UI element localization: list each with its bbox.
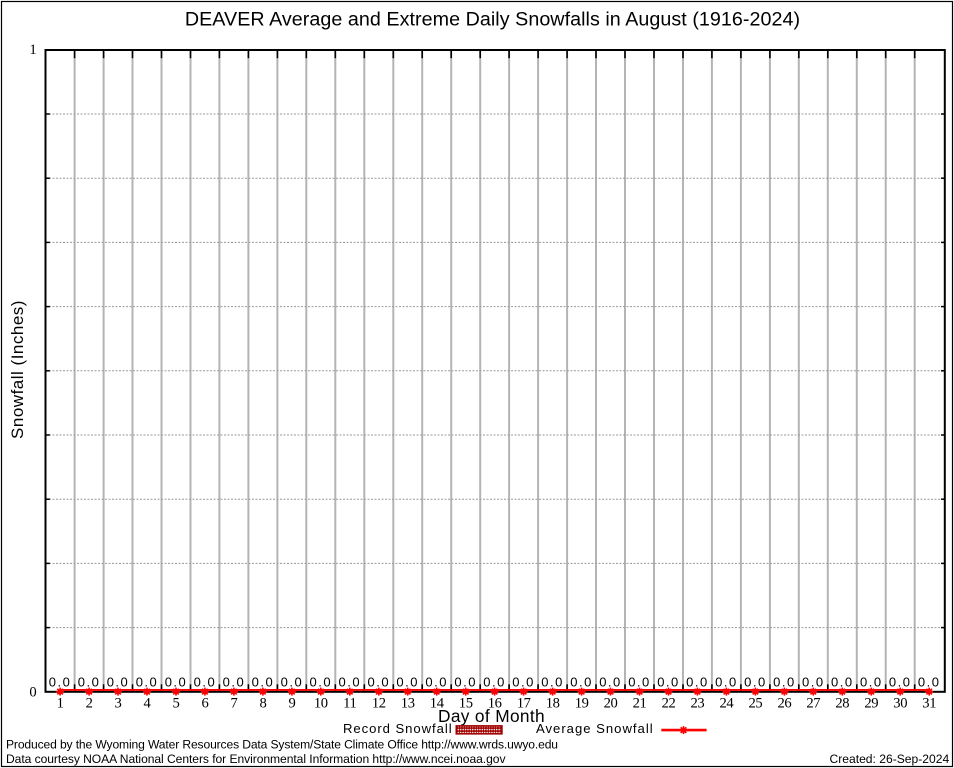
svg-text:7: 7 — [230, 696, 237, 712]
svg-text:24: 24 — [720, 696, 735, 712]
svg-text:Day of Month: Day of Month — [438, 706, 545, 726]
svg-text:4: 4 — [144, 696, 152, 712]
svg-text:0.0: 0.0 — [425, 674, 448, 689]
svg-text:0.0: 0.0 — [396, 674, 419, 689]
svg-text:25: 25 — [749, 696, 763, 712]
svg-text:0.0: 0.0 — [223, 674, 246, 689]
svg-text:0.0: 0.0 — [802, 674, 825, 689]
svg-text:0: 0 — [29, 684, 36, 700]
svg-text:0.0: 0.0 — [49, 674, 72, 689]
svg-text:5: 5 — [173, 696, 180, 712]
svg-text:0.0: 0.0 — [541, 674, 564, 689]
svg-text:21: 21 — [633, 696, 647, 712]
svg-text:0.0: 0.0 — [252, 674, 275, 689]
svg-text:15: 15 — [459, 696, 473, 712]
svg-text:0.0: 0.0 — [657, 674, 680, 689]
svg-text:20: 20 — [604, 696, 618, 712]
svg-text:0.0: 0.0 — [483, 674, 506, 689]
svg-text:0.0: 0.0 — [368, 674, 391, 689]
svg-text:0.0: 0.0 — [194, 674, 217, 689]
svg-text:Record Snowfall: Record Snowfall — [343, 721, 453, 736]
svg-text:0.0: 0.0 — [773, 674, 796, 689]
svg-text:3: 3 — [115, 696, 122, 712]
svg-text:0.0: 0.0 — [570, 674, 593, 689]
svg-text:13: 13 — [401, 696, 415, 712]
svg-text:9: 9 — [288, 696, 295, 712]
svg-text:0.0: 0.0 — [454, 674, 477, 689]
svg-text:10: 10 — [314, 696, 328, 712]
svg-text:0.0: 0.0 — [686, 674, 709, 689]
svg-text:26: 26 — [778, 696, 792, 712]
svg-text:22: 22 — [662, 696, 676, 712]
svg-text:0.0: 0.0 — [78, 674, 101, 689]
svg-text:31: 31 — [922, 696, 936, 712]
svg-text:0.0: 0.0 — [310, 674, 333, 689]
svg-text:11: 11 — [343, 696, 356, 712]
svg-text:DEAVER Average and Extreme Dai: DEAVER Average and Extreme Daily Snowfal… — [185, 9, 800, 31]
svg-text:0.0: 0.0 — [744, 674, 767, 689]
svg-text:Produced by the Wyoming Water: Produced by the Wyoming Water Resources … — [6, 737, 558, 751]
svg-text:1: 1 — [29, 42, 36, 58]
svg-text:0.0: 0.0 — [339, 674, 362, 689]
svg-text:Data courtesy NOAA National Ce: Data courtesy NOAA National Centers for … — [6, 752, 505, 766]
svg-text:17: 17 — [517, 696, 531, 712]
svg-text:Snowfall (Inches): Snowfall (Inches) — [8, 300, 27, 439]
svg-text:18: 18 — [546, 696, 560, 712]
svg-text:0.0: 0.0 — [599, 674, 622, 689]
svg-text:0.0: 0.0 — [281, 674, 304, 689]
svg-text:16: 16 — [488, 696, 502, 712]
svg-text:2: 2 — [86, 696, 93, 712]
svg-text:0.0: 0.0 — [918, 674, 941, 689]
svg-text:23: 23 — [691, 696, 705, 712]
svg-text:1: 1 — [57, 696, 64, 712]
svg-text:29: 29 — [864, 696, 878, 712]
svg-text:12: 12 — [372, 696, 386, 712]
svg-text:0.0: 0.0 — [512, 674, 535, 689]
svg-text:Created: 26-Sep-2024: Created: 26-Sep-2024 — [830, 752, 950, 766]
svg-text:8: 8 — [259, 696, 266, 712]
svg-text:0.0: 0.0 — [715, 674, 738, 689]
svg-text:30: 30 — [893, 696, 907, 712]
svg-text:0.0: 0.0 — [889, 674, 912, 689]
svg-text:0.0: 0.0 — [831, 674, 854, 689]
svg-text:28: 28 — [835, 696, 849, 712]
svg-text:19: 19 — [575, 696, 589, 712]
svg-text:27: 27 — [806, 696, 820, 712]
svg-text:6: 6 — [201, 696, 208, 712]
svg-text:14: 14 — [430, 696, 445, 712]
svg-text:0.0: 0.0 — [165, 674, 188, 689]
svg-text:0.0: 0.0 — [628, 674, 651, 689]
svg-text:0.0: 0.0 — [860, 674, 883, 689]
svg-text:0.0: 0.0 — [136, 674, 159, 689]
svg-text:0.0: 0.0 — [107, 674, 130, 689]
svg-text:Average Snowfall: Average Snowfall — [536, 721, 654, 736]
